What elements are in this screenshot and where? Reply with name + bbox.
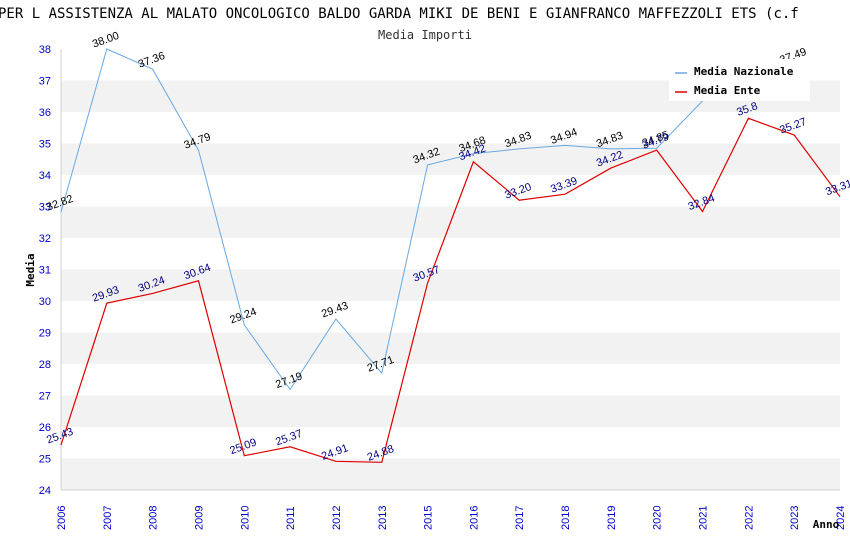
grid-band: [61, 112, 840, 144]
x-axis-ticks: 2006 2007 2008 2009 2010 2011 2012 2013 2015 2016…: [56, 506, 847, 530]
x-tick-label: 2015: [423, 506, 435, 530]
grid-band: [61, 238, 840, 270]
series-line-nazionale: [60, 48, 795, 391]
x-axis-label: Anno: [813, 518, 840, 531]
x-tick-label: 2021: [698, 506, 710, 530]
grid-band: [61, 395, 840, 427]
x-tick-label: 2016: [468, 506, 480, 530]
chart-title: PER L ASSISTENZA AL MALATO ONCOLOGICO BA…: [0, 6, 799, 22]
x-tick-label: 2018: [560, 506, 572, 530]
y-tick-label: 35: [39, 139, 51, 151]
y-tick-label: 26: [39, 422, 51, 434]
grid-band: [61, 458, 840, 490]
y-tick-label: 31: [39, 265, 51, 277]
x-tick-label: 2019: [606, 506, 618, 530]
chart-subtitle: Media Importi: [378, 28, 472, 42]
x-tick-label: 2006: [56, 506, 68, 530]
y-tick-label: 38: [39, 44, 51, 56]
x-tick-label: 2011: [285, 506, 297, 530]
y-tick-label: 33: [39, 202, 51, 214]
y-tick-label: 29: [39, 328, 51, 340]
x-tick-label: 2022: [743, 506, 755, 530]
x-tick-label: 2013: [377, 506, 389, 530]
y-tick-label: 36: [39, 107, 51, 119]
grid-band: [61, 175, 840, 207]
y-axis-ticks: 24 25 26 27 28 29 30 31 32 33 34 35 36 37 38: [39, 44, 51, 497]
y-tick-label: 27: [39, 391, 51, 403]
grid-bands: [60, 49, 840, 491]
legend-label-nazionale: Media Nazionale: [694, 65, 794, 78]
x-tick-label: 2007: [102, 506, 114, 530]
y-axis-label: Media: [24, 253, 37, 286]
x-tick-label: 2008: [148, 506, 160, 530]
y-tick-label: 37: [39, 76, 51, 88]
y-tick-label: 30: [39, 296, 51, 308]
data-label-nazionale: 38.00: [91, 30, 121, 51]
grid-band: [61, 427, 840, 459]
grid-band: [61, 364, 840, 396]
x-tick-label: 2020: [652, 506, 664, 530]
grid-band: [61, 269, 840, 301]
x-tick-label: 2017: [514, 506, 526, 530]
x-tick-label: 2023: [789, 506, 801, 530]
y-tick-label: 34: [39, 170, 51, 182]
y-tick-label: 28: [39, 359, 51, 371]
y-tick-label: 32: [39, 233, 51, 245]
legend-label-ente: Media Ente: [694, 84, 761, 97]
y-tick-label: 24: [39, 485, 51, 497]
y-tick-label: 25: [39, 454, 51, 466]
x-tick-label: 2010: [239, 506, 251, 530]
legend: Media Nazionale Media Ente: [669, 59, 810, 101]
grid-band: [61, 301, 840, 333]
x-tick-label: 2009: [193, 506, 205, 530]
grid-band: [61, 332, 840, 364]
legend-box: [669, 59, 810, 101]
x-tick-label: 2024: [835, 506, 847, 530]
x-tick-label: 2012: [331, 506, 343, 530]
series-lines: [60, 48, 841, 463]
series-line-ente: [60, 117, 841, 463]
